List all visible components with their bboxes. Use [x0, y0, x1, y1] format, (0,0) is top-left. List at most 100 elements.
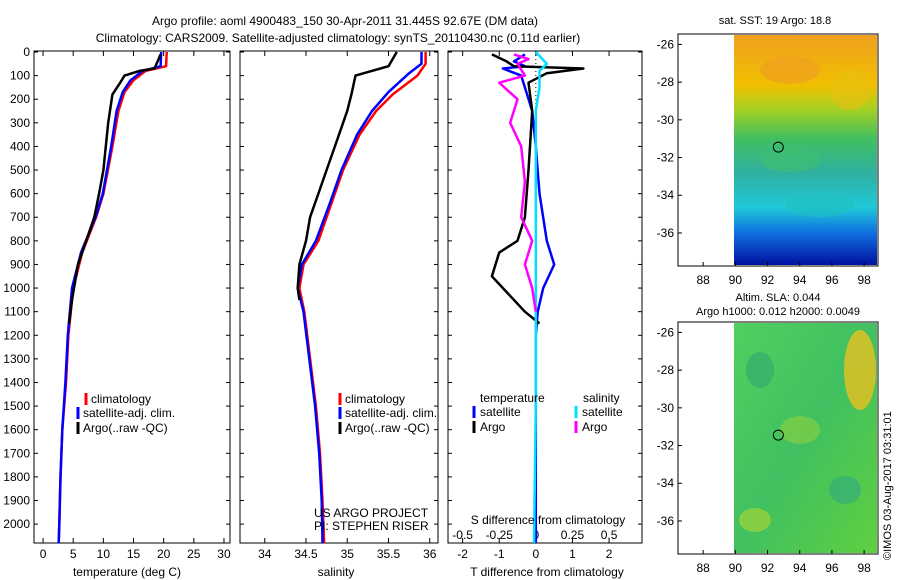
map-lon-label: 88: [696, 561, 710, 575]
depth-tick-label: 2000: [3, 517, 30, 531]
x-tick-label: 35: [341, 547, 355, 561]
x-tick-label: -2: [457, 547, 468, 561]
depth-tick-label: 1300: [3, 352, 30, 366]
x-tick-label: -1: [494, 547, 505, 561]
legend-temperature-title: temperature: [480, 391, 545, 405]
difference-top-x-label: S difference from climatology: [471, 513, 626, 527]
project-annotation: US ARGO PROJECT: [314, 506, 429, 520]
legend-argo-label: Argo(..raw -QC): [345, 421, 430, 435]
legend-satellite-label: satellite-adj. clim.: [83, 406, 175, 420]
sst-map-ticks: 88 90 92 94 96 98 -26 -28 -30 -32 -34 -36: [657, 37, 871, 287]
depth-tick-label: 1900: [3, 494, 30, 508]
temperature-series: [57, 51, 168, 544]
depth-tick-label: 800: [10, 234, 30, 248]
map-lat-label: -26: [657, 325, 675, 339]
map-lon-label: 94: [793, 273, 807, 287]
legend-t-argo-label: Argo: [480, 420, 506, 434]
legend-satellite-label: satellite-adj. clim.: [345, 406, 437, 420]
depth-tick-label: 900: [10, 257, 30, 271]
sla-blob: [844, 330, 876, 410]
x-tick-label: 1: [569, 547, 576, 561]
salinity-series: [296, 51, 427, 544]
sst-blob: [760, 148, 820, 172]
title-line-1: Argo profile: aoml 4900483_150 30-Apr-20…: [152, 14, 538, 28]
legend-salinity-title: salinity: [583, 391, 620, 405]
map-lon-label: 96: [825, 561, 839, 575]
pi-annotation: PI: STEPHEN RISER: [314, 519, 429, 533]
map-lon-label: 90: [729, 561, 743, 575]
sal-diff-tick-label: 0.5: [601, 528, 618, 542]
map-lat-label: -34: [657, 188, 675, 202]
map-lon-label: 98: [857, 273, 871, 287]
legend-s-argo-label: Argo: [582, 420, 608, 434]
sla-blob: [746, 352, 774, 388]
sst-blob: [785, 193, 855, 217]
depth-tick-label: 1400: [3, 375, 30, 389]
depth-tick-label: 1100: [4, 305, 30, 319]
temperature-panel-frame: [33, 50, 231, 544]
depth-tick-label: 1000: [3, 281, 30, 295]
depth-tick-label: 1200: [3, 328, 30, 342]
x-tick-label: 34: [258, 547, 272, 561]
series-line-s-satellite: [532, 51, 549, 544]
sla-map-title-1: Altim. SLA: 0.044: [736, 292, 821, 304]
depth-tick-label: 600: [10, 187, 30, 201]
difference-x-label: T difference from climatology: [470, 565, 624, 579]
map-lat-label: -36: [657, 226, 675, 240]
x-tick-label: 0: [533, 547, 540, 561]
sal-diff-tick-label: 0.25: [561, 528, 585, 542]
map-lat-label: -30: [657, 401, 675, 415]
map-lon-label: 92: [761, 561, 775, 575]
x-tick-label: 20: [157, 547, 171, 561]
series-line-t-argo: [490, 53, 585, 325]
map-lat-label: -28: [657, 363, 675, 377]
sst-map: 88 90 92 94 96 98 -26 -28 -30 -32 -34 -36: [657, 33, 879, 287]
legend-t-satellite-label: satellite: [480, 405, 521, 419]
legend-climatology-label: climatology: [345, 392, 405, 406]
depth-tick-label: 0: [23, 45, 30, 59]
map-lat-label: -36: [657, 514, 675, 528]
difference-series: [490, 51, 585, 544]
x-tick-label: 30: [217, 547, 231, 561]
depth-tick-label: 400: [10, 139, 30, 153]
sst-blob: [830, 70, 870, 110]
map-lat-label: -32: [657, 439, 675, 453]
sla-map-title-2: Argo h1000: 0.012 h2000: 0.0049: [696, 306, 860, 318]
depth-tick-label: 1500: [3, 399, 30, 413]
argo-location-marker: [772, 141, 784, 153]
legend-argo-label: Argo(..raw -QC): [83, 421, 168, 435]
sla-map-border: [677, 321, 879, 555]
map-lat-label: -34: [657, 476, 675, 490]
temperature-x-label: temperature (deg C): [73, 565, 181, 579]
salinity-x-label: salinity: [318, 565, 355, 579]
x-tick-label: 5: [70, 547, 77, 561]
sal-diff-tick-label: -0.5: [452, 528, 473, 542]
salinity-x-axis: 34 34.5 35 35.5 36: [258, 51, 437, 561]
argo-location-marker: [772, 429, 784, 441]
series-line-climatology: [57, 51, 168, 544]
depth-tick-label: 200: [10, 92, 30, 106]
depth-tick-label: 1800: [3, 470, 30, 484]
sla-map: 88 90 92 94 96 98 -26 -28 -30 -32 -34 -36: [657, 321, 879, 575]
map-lon-label: 88: [696, 273, 710, 287]
depth-tick-label: 1700: [3, 446, 30, 460]
sal-diff-tick-label: -0.25: [486, 528, 514, 542]
series-line-satellite-adj-clim-: [57, 51, 163, 544]
sla-map-ticks: 88 90 92 94 96 98 -26 -28 -30 -32 -34 -36: [657, 325, 871, 575]
x-tick-label: 25: [187, 547, 201, 561]
series-line-argo-raw-qc-: [296, 51, 398, 301]
difference-panel-frame: [447, 50, 643, 544]
sst-map-border: [677, 33, 879, 267]
imos-timestamp: ©IMOS 03-Aug-2017 03:31:01: [882, 411, 894, 560]
x-tick-label: 10: [97, 547, 111, 561]
salinity-panel-frame: [239, 50, 439, 544]
x-tick-label: 35.5: [377, 547, 401, 561]
depth-tick-label: 100: [10, 69, 30, 83]
sla-blob: [739, 508, 771, 532]
map-lon-label: 96: [825, 273, 839, 287]
x-tick-label: 0: [40, 547, 47, 561]
sla-blob: [829, 476, 861, 504]
sst-blob: [760, 56, 820, 84]
x-tick-label: 2: [606, 547, 613, 561]
